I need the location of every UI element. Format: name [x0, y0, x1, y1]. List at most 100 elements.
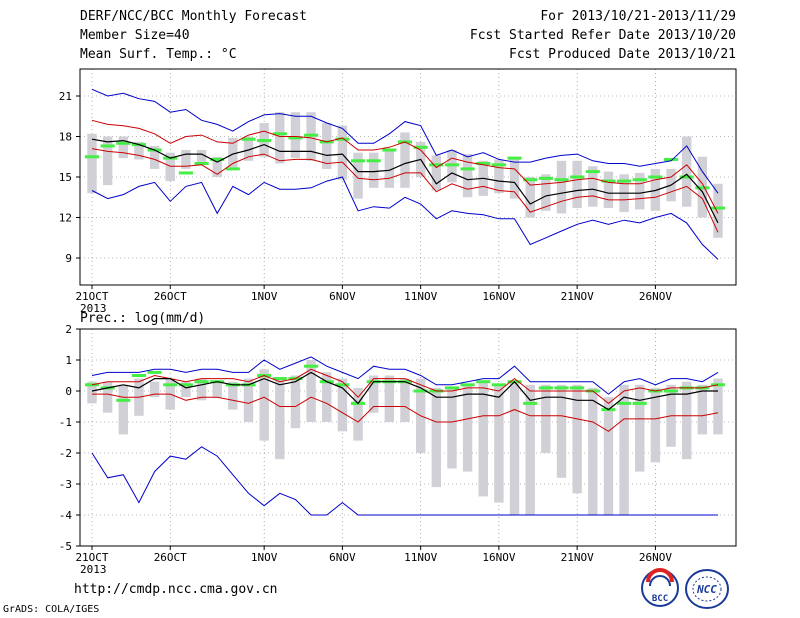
x-tick-label: 21OCT	[75, 551, 108, 564]
y-tick-label: 12	[59, 212, 72, 225]
obs-marker	[335, 137, 350, 141]
spread-bar	[603, 171, 614, 209]
mean-line	[91, 138, 719, 224]
x-tick-label: 16NOV	[482, 551, 515, 564]
x-tick-label: 11NOV	[404, 290, 437, 303]
spread-bar	[556, 160, 567, 214]
source-url[interactable]: http://cmdp.ncc.cma.gov.cn	[74, 582, 278, 597]
spread-bar	[462, 384, 473, 472]
spread-bar	[400, 378, 410, 422]
obs-marker	[163, 383, 178, 387]
spread-bar	[447, 387, 457, 469]
spread-bar	[650, 387, 661, 463]
obs-marker	[460, 167, 475, 171]
spread-bar	[635, 384, 645, 472]
spread-bar	[118, 136, 128, 159]
y-tick-label: -4	[59, 509, 73, 522]
obs-marker	[429, 163, 444, 167]
spread-bar	[149, 145, 160, 169]
spread-bar	[588, 387, 598, 515]
spread-bar	[400, 132, 410, 188]
obs-marker	[679, 175, 694, 179]
x-tick-label: 1NOV	[251, 290, 278, 303]
obs-marker	[178, 383, 193, 387]
spread-bar	[337, 378, 348, 432]
obs-marker	[585, 170, 600, 174]
spread-bar	[102, 381, 113, 413]
spread-bar	[635, 172, 645, 210]
x-tick-label: 21NOV	[561, 290, 594, 303]
obs-marker	[225, 167, 240, 171]
variable-label: Mean Surf. Temp.: °C	[80, 47, 237, 62]
obs-marker	[570, 386, 585, 390]
spread-bar	[541, 174, 551, 211]
spread-bar	[322, 372, 332, 422]
obs-marker	[194, 380, 209, 384]
p90-line	[91, 119, 719, 214]
spread-bar	[603, 397, 614, 515]
x-tick-label: 26NOV	[639, 551, 672, 564]
obs-marker	[476, 380, 491, 384]
spread-bar	[212, 381, 222, 398]
y-tick-label: 2	[65, 323, 72, 336]
obs-marker	[476, 162, 491, 165]
spread-bar	[275, 378, 285, 460]
obs-marker	[695, 186, 710, 190]
spread-bar	[243, 378, 254, 422]
ncc-logo: NCC	[685, 569, 729, 609]
obs-marker	[648, 175, 663, 179]
spread-bar	[462, 154, 473, 198]
spread-bar	[275, 112, 285, 164]
obs-marker	[210, 157, 225, 161]
spread-bar	[556, 384, 567, 478]
obs-marker	[178, 171, 193, 175]
obs-marker	[241, 137, 256, 141]
spread-bar	[713, 183, 723, 238]
spread-bar	[619, 384, 629, 515]
spread-bar	[494, 384, 504, 503]
obs-marker	[147, 370, 162, 374]
obs-marker	[632, 401, 647, 405]
obs-marker	[617, 401, 632, 405]
spread-bar	[494, 159, 504, 194]
spread-bar	[118, 384, 128, 435]
obs-marker	[507, 156, 522, 160]
spread-bar	[243, 136, 254, 161]
spread-bar	[259, 369, 269, 441]
spread-bar	[290, 112, 301, 159]
spread-bar	[102, 136, 113, 186]
plot-frame	[79, 328, 737, 547]
obs-marker	[272, 132, 287, 136]
ncc-logo-text: NCC	[696, 583, 717, 596]
spread-bar	[181, 150, 191, 169]
spread-bar	[228, 381, 238, 410]
spread-bar	[713, 378, 723, 435]
p10-line	[91, 148, 719, 233]
y-tick-label: 18	[59, 131, 72, 144]
bcc-logo: BCC	[641, 568, 679, 607]
bcc-logo-text: BCC	[652, 594, 668, 604]
obs-marker	[116, 398, 131, 402]
spread-bar	[369, 375, 379, 413]
y-tick-label: 1	[65, 354, 72, 367]
spread-bar	[353, 152, 363, 199]
obs-marker	[131, 374, 146, 377]
obs-marker	[710, 206, 726, 210]
year-label: 2013	[80, 563, 107, 576]
spread-bar	[509, 159, 520, 199]
x-tick-label: 21NOV	[561, 551, 594, 564]
spread-bar	[149, 381, 160, 398]
year-label: 2013	[80, 302, 107, 315]
obs-marker	[554, 178, 569, 182]
obs-marker	[617, 179, 632, 183]
x-tick-label: 1NOV	[251, 551, 278, 564]
obs-marker	[460, 383, 475, 387]
obs-marker	[413, 145, 428, 149]
obs-marker	[601, 179, 616, 183]
spread-bar	[431, 155, 441, 191]
obs-marker	[523, 178, 538, 182]
x-tick-label: 26NOV	[639, 290, 672, 303]
obs-marker	[664, 389, 679, 393]
x-tick-label: 21OCT	[75, 290, 108, 303]
